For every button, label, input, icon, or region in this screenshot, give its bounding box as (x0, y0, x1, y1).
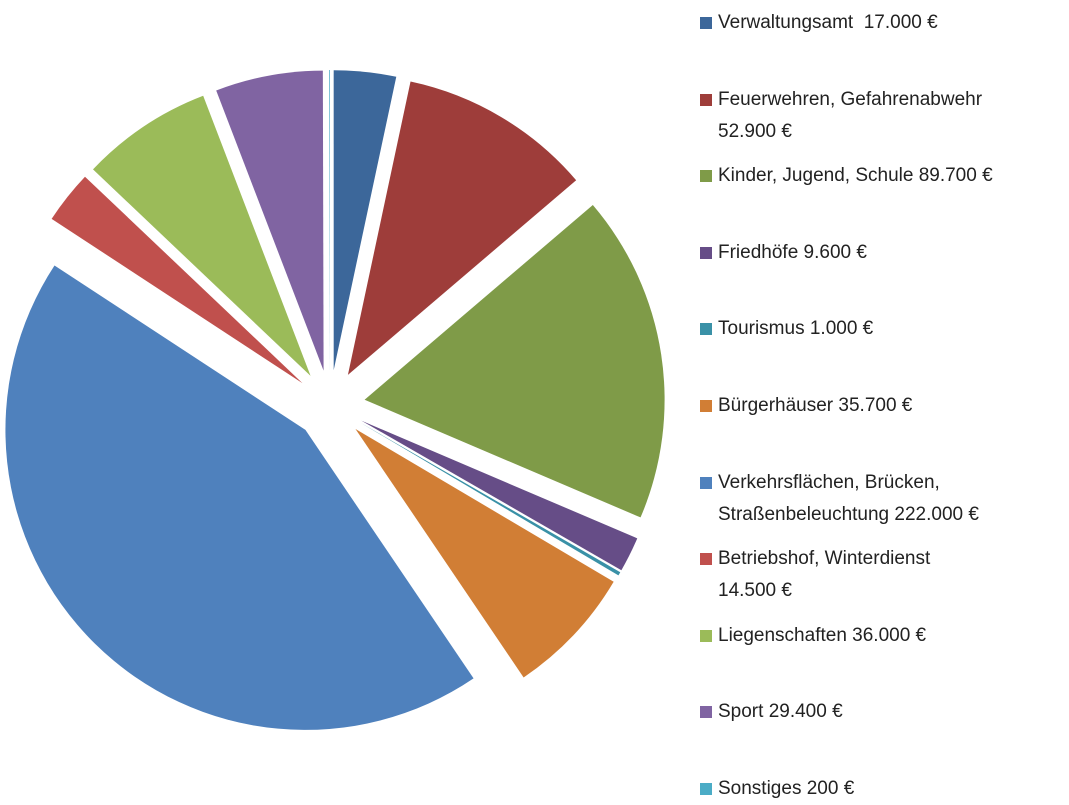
legend-label: Sonstiges 200 € (718, 778, 855, 799)
legend-swatch (700, 93, 712, 106)
legend-label: Sport 29.400 € (718, 701, 843, 723)
legend-item: Sport 29.400 € (700, 696, 843, 728)
legend-item: Verkehrsflächen, Brücken, Straßenbeleuch… (700, 467, 979, 531)
legend-item: Liegenschaften 36.000 € (700, 620, 926, 652)
legend-swatch (700, 400, 712, 412)
legend-item: Sonstiges 200 € (700, 773, 854, 805)
pie-slice (333, 70, 397, 371)
legend-swatch (700, 170, 712, 183)
pie-slice (347, 81, 577, 375)
legend-swatch (700, 629, 712, 642)
legend-swatch (700, 476, 712, 489)
legend-label: Friedhöfe 9.600 € (718, 241, 867, 263)
pie-slice (329, 70, 330, 371)
pie-slice (364, 205, 665, 518)
pie-slice (216, 70, 324, 371)
legend-label: Feuerwehren, Gefahrenabwehr 52.900 € (718, 88, 983, 142)
legend-item: Tourismus 1.000 € (700, 313, 873, 345)
legend-label: Verwaltungsamt 17.000 € (718, 12, 938, 33)
legend-item: Friedhöfe 9.600 € (700, 237, 867, 269)
legend-swatch (700, 783, 712, 795)
legend-item: Kinder, Jugend, Schule 89.700 € (700, 160, 993, 192)
pie-slice (360, 422, 621, 576)
legend-item: Betriebshof, Winterdienst 14.500 € (700, 543, 930, 607)
legend-item: Bürgerhäuser 35.700 € (700, 390, 912, 422)
legend-swatch (700, 246, 712, 259)
legend-label: Liegenschaften 36.000 € (718, 624, 927, 646)
pie-slice (5, 265, 474, 730)
legend-swatch (700, 706, 712, 719)
legend-swatch (700, 553, 712, 566)
pie-slice (51, 176, 303, 384)
pie-slice (361, 420, 638, 571)
legend-label: Tourismus 1.000 € (718, 318, 874, 340)
legend-item: Verwaltungsamt 17.000 € (700, 7, 938, 39)
pie-slice (355, 428, 614, 678)
legend-label: Bürgerhäuser 35.700 € (718, 395, 913, 416)
pie-slice (92, 95, 311, 376)
legend-label: Kinder, Jugend, Schule 89.700 € (718, 165, 993, 187)
legend-label: Betriebshof, Winterdienst 14.500 € (718, 548, 931, 602)
legend-label: Verkehrsflächen, Brücken, Straßenbeleuch… (718, 471, 979, 525)
legend-item: Feuerwehren, Gefahrenabwehr 52.900 € (700, 84, 982, 148)
legend-swatch (700, 17, 712, 29)
legend-swatch (700, 323, 712, 336)
pie-area (5, 70, 665, 730)
